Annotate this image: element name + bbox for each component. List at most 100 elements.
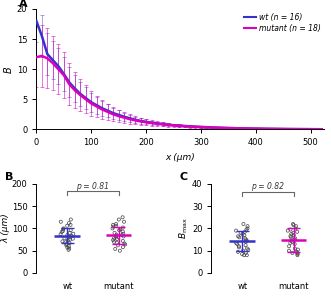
Point: [65, 245, 70, 250]
Point: [237, 235, 242, 240]
Point: [291, 230, 296, 235]
Point: [121, 219, 127, 224]
Point: [113, 223, 118, 228]
Point: [292, 242, 297, 246]
Point: [120, 245, 125, 250]
Point: [295, 230, 300, 234]
Point: [293, 224, 299, 229]
Point: [112, 236, 117, 241]
Point: [122, 241, 127, 246]
Point: [120, 215, 125, 220]
Point: [115, 237, 120, 242]
Point: [238, 230, 243, 235]
Point: [121, 234, 126, 239]
Text: B: B: [5, 172, 13, 182]
Point: [67, 241, 72, 245]
Point: [115, 243, 120, 248]
Point: [68, 235, 73, 240]
Point: [243, 250, 249, 255]
Point: [233, 228, 239, 233]
Point: [289, 232, 294, 236]
Point: [246, 247, 251, 252]
Point: [117, 248, 122, 253]
Point: [236, 245, 242, 250]
Point: [241, 253, 247, 258]
Point: [58, 219, 64, 224]
Point: [242, 230, 248, 234]
Point: [244, 246, 250, 251]
Point: [293, 226, 298, 231]
Point: [244, 253, 250, 258]
Point: [114, 232, 119, 237]
Point: [286, 244, 292, 249]
Point: [64, 243, 69, 248]
Point: [295, 252, 300, 256]
Point: [294, 249, 299, 254]
Point: [61, 226, 66, 231]
Point: [62, 236, 67, 241]
Point: [111, 224, 116, 229]
Point: [110, 226, 115, 231]
Point: [290, 222, 296, 226]
Point: [288, 227, 293, 232]
Point: [111, 223, 116, 227]
Point: [292, 246, 298, 251]
Point: [68, 223, 73, 227]
Point: [288, 241, 293, 245]
Point: [285, 228, 291, 233]
Point: [113, 234, 118, 239]
Point: [243, 243, 248, 248]
Point: [111, 238, 116, 242]
Point: [291, 223, 296, 227]
Point: [240, 232, 245, 236]
Point: [63, 240, 68, 244]
Point: [243, 239, 249, 244]
X-axis label: x (μm): x (μm): [166, 153, 195, 162]
Point: [65, 223, 70, 228]
Point: [66, 248, 71, 252]
Point: [122, 242, 128, 247]
Y-axis label: $B_{\mathregular{max}}$: $B_{\mathregular{max}}$: [178, 218, 190, 239]
Point: [112, 230, 117, 235]
Point: [245, 226, 250, 231]
Point: [240, 248, 246, 253]
Point: [292, 237, 297, 242]
Point: [240, 252, 245, 256]
Y-axis label: B: B: [4, 66, 14, 73]
Point: [60, 239, 65, 244]
Point: [121, 231, 126, 236]
Point: [289, 238, 294, 243]
Text: p = 0.82: p = 0.82: [252, 182, 284, 191]
Point: [117, 228, 122, 232]
Point: [65, 233, 70, 238]
Point: [67, 246, 72, 251]
Point: [241, 222, 246, 226]
Point: [235, 249, 241, 254]
Point: [60, 229, 66, 233]
Text: p = 0.81: p = 0.81: [76, 182, 109, 191]
Point: [243, 236, 248, 241]
Point: [288, 235, 294, 240]
Point: [114, 235, 119, 240]
Text: C: C: [180, 172, 188, 182]
Point: [66, 221, 71, 226]
Point: [293, 236, 298, 241]
Point: [290, 239, 295, 244]
Point: [234, 242, 240, 246]
Point: [68, 237, 73, 242]
Point: [114, 240, 119, 245]
Point: [114, 222, 119, 226]
Point: [120, 238, 125, 243]
Point: [68, 228, 73, 232]
Point: [71, 231, 76, 236]
Point: [244, 238, 250, 243]
Point: [236, 234, 241, 239]
Point: [233, 241, 239, 245]
Point: [244, 227, 249, 232]
Text: A: A: [19, 0, 28, 9]
Point: [70, 236, 75, 241]
Point: [113, 247, 118, 251]
Point: [66, 244, 71, 249]
Point: [116, 217, 121, 222]
Point: [118, 227, 123, 232]
